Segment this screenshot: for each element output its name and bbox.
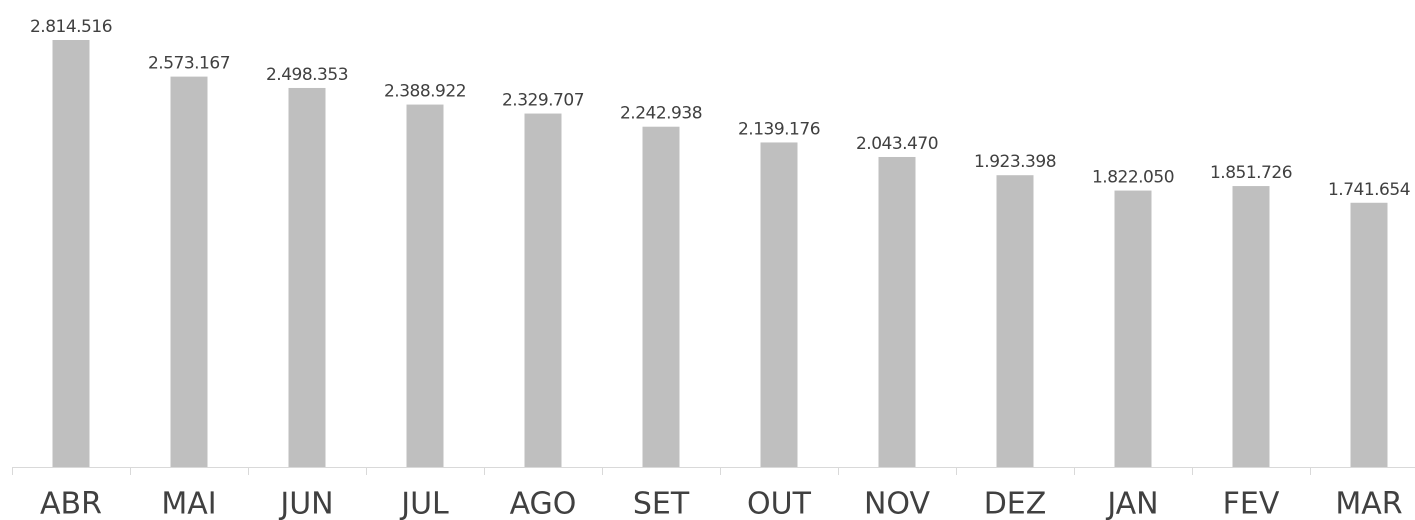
bar (642, 126, 680, 467)
value-label: 2.498.353 (266, 65, 348, 85)
bar (760, 142, 798, 467)
value-label: 2.043.470 (856, 134, 938, 154)
value-label: 2.242.938 (620, 104, 702, 124)
bar (52, 40, 90, 467)
bar (170, 76, 208, 467)
x-tick-label: FEV (1223, 487, 1280, 520)
value-label: 2.388.922 (384, 82, 466, 102)
bar (406, 104, 444, 467)
x-tick-label: JUN (278, 487, 333, 520)
bar (1114, 190, 1152, 467)
value-label: 2.329.707 (502, 91, 584, 111)
x-tick-label: AGO (510, 487, 577, 520)
value-label: 1.741.654 (1328, 180, 1410, 200)
x-tick-label: MAR (1335, 487, 1402, 520)
bar (878, 156, 916, 467)
value-label: 2.814.516 (30, 17, 112, 37)
value-label: 2.573.167 (148, 54, 230, 74)
x-tick-label: JUL (399, 487, 449, 520)
bar (996, 175, 1034, 467)
x-tick-label: DEZ (984, 487, 1047, 520)
x-tick-label: ABR (40, 487, 102, 520)
x-tick-label: SET (633, 487, 690, 520)
bar (1350, 202, 1388, 467)
x-tick-label: JAN (1105, 487, 1158, 520)
value-label: 2.139.176 (738, 119, 820, 139)
bar (1232, 186, 1270, 467)
value-label: 1.923.398 (974, 152, 1056, 172)
value-label: 1.822.050 (1092, 168, 1174, 188)
x-tick-label: OUT (747, 487, 812, 520)
x-tick-label: MAI (161, 487, 216, 520)
bar (524, 113, 562, 467)
x-tick-label: NOV (864, 487, 931, 520)
value-label: 1.851.726 (1210, 163, 1292, 183)
bar (288, 87, 326, 467)
